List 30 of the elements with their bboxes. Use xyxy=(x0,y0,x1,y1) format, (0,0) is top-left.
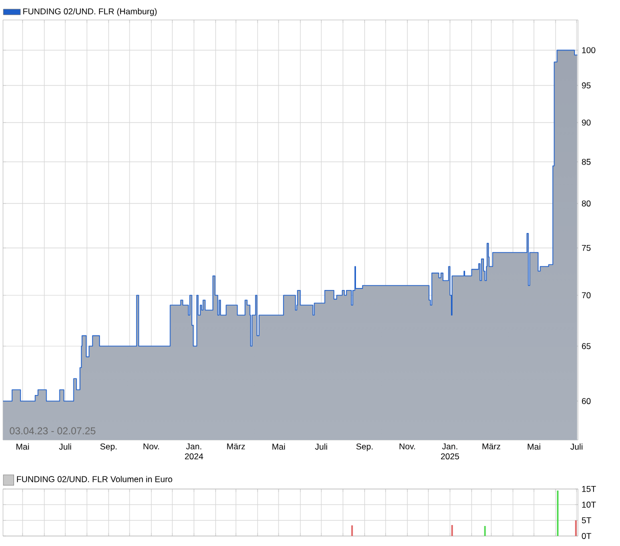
x-tick-label: Mai xyxy=(528,443,540,450)
y-tick-label: 90 xyxy=(582,120,591,126)
legend-label: FUNDING 02/UND. FLR (Hamburg) xyxy=(23,8,157,16)
x-tick-label: Mai xyxy=(272,443,285,450)
x-tick-label: Nov. xyxy=(144,443,159,450)
y-tick-label: 95 xyxy=(582,82,591,88)
x-tick-label: März xyxy=(482,443,500,450)
x-tick-label: März xyxy=(227,443,245,450)
y-tick-label: 0T xyxy=(582,533,592,539)
y-tick-label: 5T xyxy=(582,517,592,524)
y-tick-label: 70 xyxy=(582,292,591,298)
x-tick-label: Nov. xyxy=(400,443,415,450)
x-tick-label: Sep. xyxy=(356,443,373,452)
text: FUNDING 02/UND. FLR Volumen in Euro xyxy=(17,476,172,482)
x-tick-label: Sep. xyxy=(100,443,117,452)
y-tick-label: 65 xyxy=(582,343,591,350)
x-tick-label: Jan. 2024 xyxy=(184,443,204,460)
x-tick-label: Mai xyxy=(16,443,29,450)
y-tick-label: 100 xyxy=(582,47,596,54)
y-tick-label: 80 xyxy=(582,200,591,206)
y-tick-label: 85 xyxy=(582,158,591,165)
y-tick-label: 15T xyxy=(582,486,596,492)
x-tick-label: Juli xyxy=(59,443,72,450)
y-tick-label: 10T xyxy=(582,502,596,508)
y-tick-label: 75 xyxy=(582,244,591,251)
x-tick-label: Jan. 2025 xyxy=(440,443,460,460)
x-tick-label: Juli xyxy=(570,443,582,450)
x-tick-label: Juli xyxy=(315,443,328,450)
y-tick-label: 60 xyxy=(582,398,591,404)
annotation: 03.04.23 - 02.07.25 xyxy=(10,427,96,434)
